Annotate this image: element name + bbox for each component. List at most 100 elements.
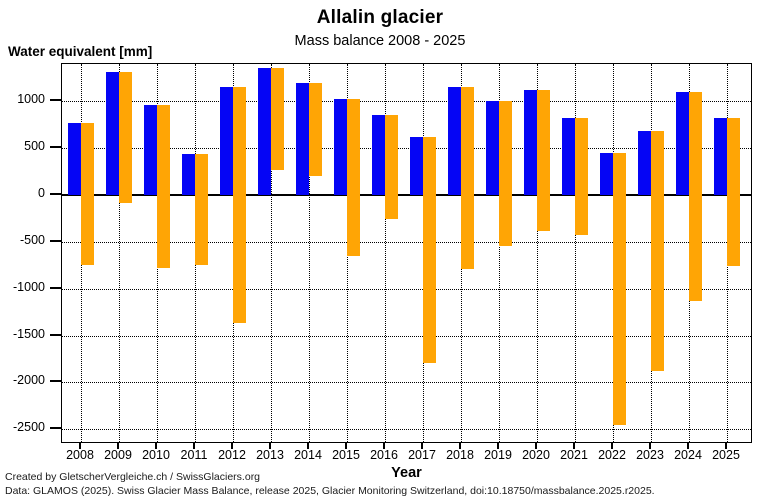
- y-axis-tick: [50, 380, 61, 383]
- x-axis-tick-label: 2024: [674, 448, 702, 462]
- x-axis-tick: [79, 442, 81, 449]
- bar-annual-2008: [81, 123, 94, 266]
- bar-winter-2008: [68, 123, 81, 196]
- x-axis-tick-label: 2013: [256, 448, 284, 462]
- bar-winter-2016: [372, 114, 385, 196]
- gridline-horizontal: [62, 429, 751, 431]
- x-axis-tick: [459, 442, 461, 449]
- x-axis-tick: [573, 442, 575, 449]
- gridline-horizontal: [62, 148, 751, 150]
- bar-annual-2020: [537, 90, 550, 231]
- x-axis-tick: [345, 442, 347, 449]
- x-axis-tick: [649, 442, 651, 449]
- footer-credit: Created by GletscherVergleiche.ch / Swis…: [5, 471, 261, 483]
- x-axis-tick-label: 2010: [142, 448, 170, 462]
- y-axis-tick-label: -1000: [13, 279, 45, 294]
- plot-area: [61, 63, 752, 443]
- gridline-vertical: [575, 64, 576, 442]
- bar-annual-2024: [689, 92, 702, 301]
- x-axis-tick-label: 2023: [636, 448, 664, 462]
- y-axis-tick-label: -2500: [13, 420, 45, 435]
- y-axis-tick: [50, 99, 61, 102]
- gridline-vertical: [537, 64, 538, 442]
- x-axis-tick-label: 2015: [332, 448, 360, 462]
- x-axis-tick-label: 2018: [446, 448, 474, 462]
- footer-data-source: Data: GLAMOS (2025). Swiss Glacier Mass …: [5, 485, 655, 497]
- x-axis-tick-label: 2011: [180, 448, 208, 462]
- x-axis-tick: [155, 442, 157, 449]
- bar-annual-2017: [423, 137, 436, 363]
- x-axis-tick: [687, 442, 689, 449]
- gridline-horizontal: [62, 288, 751, 290]
- chart-subtitle: Mass balance 2008 - 2025: [294, 33, 466, 49]
- bar-annual-2013: [271, 67, 284, 170]
- bar-annual-2023: [651, 130, 664, 372]
- bar-annual-2021: [575, 118, 588, 236]
- bar-annual-2014: [309, 82, 322, 177]
- bar-annual-2011: [195, 153, 208, 266]
- bar-winter-2024: [676, 92, 689, 196]
- chart-title: Allalin glacier: [316, 7, 444, 28]
- gridline-horizontal: [62, 335, 751, 337]
- x-axis-tick: [421, 442, 423, 449]
- x-axis-tick: [383, 442, 385, 449]
- y-axis-tick-label: -2000: [13, 373, 45, 388]
- bar-annual-2012: [233, 87, 246, 324]
- bar-winter-2020: [524, 90, 537, 196]
- x-axis-tick-label: 2022: [598, 448, 626, 462]
- bar-annual-2015: [347, 98, 360, 256]
- bar-winter-2015: [334, 98, 347, 196]
- x-axis-tick: [611, 442, 613, 449]
- y-axis-tick: [50, 146, 61, 149]
- bar-winter-2014: [296, 82, 309, 196]
- x-axis-tick-label: 2016: [370, 448, 398, 462]
- x-axis-tick: [231, 442, 233, 449]
- y-axis-tick-label: 500: [24, 139, 45, 154]
- x-axis-tick: [117, 442, 119, 449]
- y-axis-tick: [50, 427, 61, 430]
- x-axis-tick: [497, 442, 499, 449]
- x-axis-title: Year: [391, 465, 422, 481]
- bar-annual-2016: [385, 114, 398, 220]
- gridline-vertical: [499, 64, 500, 442]
- bar-winter-2013: [258, 67, 271, 196]
- x-axis-tick-label: 2020: [522, 448, 550, 462]
- y-axis-tick-label: -1500: [13, 326, 45, 341]
- y-axis-tick-label: -500: [19, 232, 45, 247]
- x-axis-tick: [307, 442, 309, 449]
- y-axis-tick-label: 0: [38, 186, 45, 201]
- x-axis-tick-label: 2012: [218, 448, 246, 462]
- gridline-horizontal: [62, 101, 751, 103]
- bar-winter-2009: [106, 72, 119, 196]
- bar-annual-2009: [119, 72, 132, 203]
- bar-winter-2018: [448, 87, 461, 196]
- x-axis-tick: [535, 442, 537, 449]
- bar-winter-2022: [600, 152, 613, 196]
- gridline-vertical: [385, 64, 386, 442]
- x-axis-tick: [269, 442, 271, 449]
- gridline-vertical: [271, 64, 272, 442]
- y-axis-title: Water equivalent [mm]: [8, 44, 153, 59]
- bar-annual-2022: [613, 152, 626, 425]
- x-axis-tick: [193, 442, 195, 449]
- bar-winter-2010: [144, 105, 157, 196]
- bar-annual-2019: [499, 100, 512, 246]
- x-axis-tick-label: 2025: [712, 448, 740, 462]
- gridline-horizontal: [62, 241, 751, 243]
- y-axis-tick: [50, 333, 61, 336]
- plot-inner: [62, 64, 751, 442]
- zero-line: [62, 194, 751, 197]
- gridline-horizontal: [62, 382, 751, 384]
- bar-winter-2021: [562, 118, 575, 196]
- bar-winter-2012: [220, 87, 233, 196]
- x-axis-tick-label: 2008: [66, 448, 94, 462]
- bar-winter-2023: [638, 130, 651, 196]
- x-axis-tick-label: 2014: [294, 448, 322, 462]
- bar-annual-2018: [461, 87, 474, 270]
- bar-winter-2025: [714, 118, 727, 196]
- bar-annual-2025: [727, 118, 740, 267]
- gridline-vertical: [309, 64, 310, 442]
- x-axis-tick-label: 2009: [104, 448, 132, 462]
- x-axis-tick-label: 2019: [484, 448, 512, 462]
